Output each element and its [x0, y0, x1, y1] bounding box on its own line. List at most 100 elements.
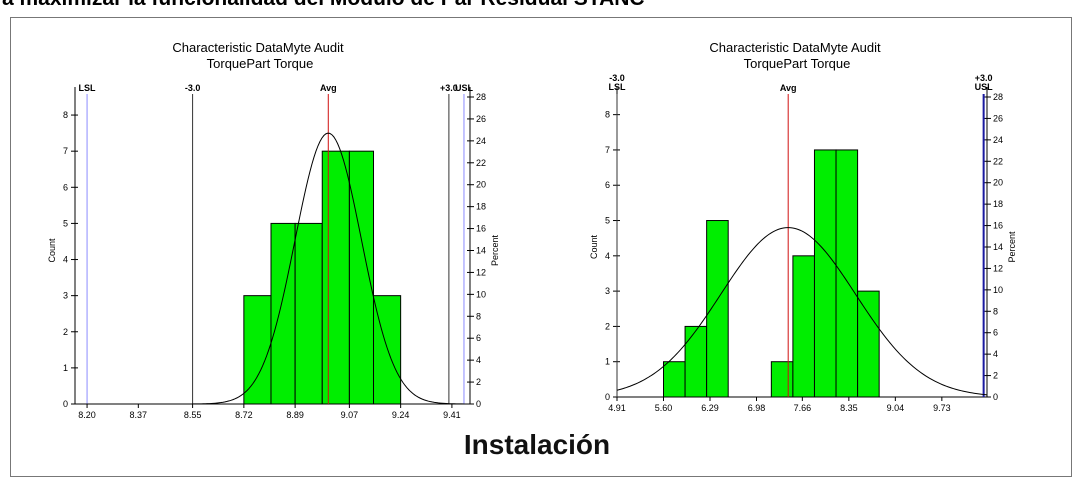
x-tick-label-5: 7.66 — [794, 403, 812, 413]
chart-title: Characteristic DataMyte Audit — [172, 40, 344, 55]
y-tick-label-1: 0 — [605, 392, 610, 402]
y-tick-label-2: 1 — [63, 363, 68, 373]
y-axis-label: Count — [47, 238, 57, 263]
y2-tick-label-6: 10 — [476, 289, 486, 299]
histogram-bar-2 — [684, 325, 708, 398]
ref-label-plus3-usl: +3.0 — [975, 73, 993, 83]
y2-tick-label-8: 14 — [476, 246, 486, 256]
y2-tick-label-4: 6 — [476, 333, 481, 343]
y2-tick-label-11: 20 — [993, 178, 1003, 188]
y2-tick-label-10: 18 — [993, 199, 1003, 209]
x-tick-label-4: 8.72 — [235, 410, 253, 420]
y2-tick-label-10: 18 — [476, 202, 486, 212]
y2-axis-label: Percent — [1007, 231, 1017, 263]
x-tick-label-8: 9.73 — [933, 403, 951, 413]
histogram-bar-9 — [835, 149, 859, 398]
ref-label2-plus3-usl: USL — [975, 82, 994, 92]
y2-tick-label-14: 26 — [476, 114, 486, 124]
x-tick-label-1: 8.20 — [78, 410, 96, 420]
y2-tick-label-2: 2 — [993, 371, 998, 381]
x-tick-label-4: 6.98 — [748, 403, 766, 413]
y-tick-label-4: 3 — [605, 286, 610, 296]
y-tick-label-5: 4 — [605, 251, 610, 261]
x-tick-label-7: 9.24 — [392, 410, 410, 420]
x-tick-label-5: 8.89 — [286, 410, 304, 420]
y2-tick-label-11: 20 — [476, 180, 486, 190]
y2-tick-label-7: 12 — [476, 267, 486, 277]
x-tick-label-2: 5.60 — [655, 403, 673, 413]
ref-label-avg: Avg — [780, 83, 797, 93]
y-tick-label-7: 6 — [605, 180, 610, 190]
y2-tick-label-14: 26 — [993, 113, 1003, 123]
y2-tick-label-6: 10 — [993, 285, 1003, 295]
ref-label-minus3-lsl: -3.0 — [609, 73, 625, 83]
x-tick-label-6: 9.07 — [341, 410, 359, 420]
y-tick-label-3: 2 — [63, 327, 68, 337]
y2-tick-label-1: 0 — [993, 392, 998, 402]
x-tick-label-3: 6.29 — [701, 403, 719, 413]
chart-subtitle: TorquePart Torque — [744, 56, 851, 71]
y2-tick-label-15: 28 — [476, 92, 486, 102]
x-tick-label-7: 9.04 — [887, 403, 905, 413]
chart-title: Characteristic DataMyte Audit — [709, 40, 881, 55]
y2-tick-label-3: 4 — [476, 355, 481, 365]
histogram-bar-6 — [373, 295, 402, 405]
y2-tick-label-8: 14 — [993, 242, 1003, 252]
histogram-bar-3 — [706, 220, 729, 398]
chart-subtitle: TorquePart Torque — [207, 56, 314, 71]
y2-axis-label: Percent — [490, 234, 500, 266]
y-tick-label-7: 6 — [63, 182, 68, 192]
histogram-bar-5 — [348, 150, 375, 405]
histogram-bar-7 — [792, 255, 815, 398]
y-tick-label-8: 7 — [63, 146, 68, 156]
y-tick-label-4: 3 — [63, 291, 68, 301]
y-tick-label-1: 0 — [63, 399, 68, 409]
y-tick-label-6: 5 — [63, 218, 68, 228]
y2-tick-label-13: 24 — [476, 136, 486, 146]
ref-label2-minus3-lsl: LSL — [609, 82, 627, 92]
y-tick-label-9: 8 — [63, 110, 68, 120]
histogram-bar-3 — [294, 222, 323, 405]
x-tick-label-2: 8.37 — [130, 410, 148, 420]
histogram-bar-10 — [857, 290, 880, 398]
normal-curve — [616, 227, 988, 396]
y2-tick-label-2: 2 — [476, 377, 481, 387]
y2-tick-label-12: 22 — [993, 156, 1003, 166]
histogram-chart-left: Characteristic DataMyte AuditTorquePart … — [47, 40, 500, 420]
y-tick-label-6: 5 — [605, 216, 610, 226]
y2-tick-label-7: 12 — [993, 263, 1003, 273]
y2-tick-label-5: 8 — [993, 306, 998, 316]
histogram-bar-1 — [663, 361, 686, 398]
histogram-bar-1 — [243, 295, 272, 405]
normal-curve — [75, 132, 471, 405]
ref-label-usl: USL — [455, 83, 474, 93]
y-tick-label-3: 2 — [605, 321, 610, 331]
x-tick-label-8: 9.41 — [443, 410, 461, 420]
y2-tick-label-15: 28 — [993, 92, 1003, 102]
y-tick-label-5: 4 — [63, 255, 68, 265]
x-tick-label-6: 8.35 — [840, 403, 858, 413]
histogram-bar-6 — [770, 361, 794, 398]
ref-label-minus3: -3.0 — [185, 83, 201, 93]
ref-label-lsl: LSL — [79, 83, 97, 93]
y2-tick-label-9: 16 — [993, 221, 1003, 231]
y2-tick-label-9: 16 — [476, 224, 486, 234]
document-banner-text: a maximizar la funcionalidad del Modulo … — [0, 0, 1074, 11]
y2-tick-label-3: 4 — [993, 349, 998, 359]
y-tick-label-9: 8 — [605, 110, 610, 120]
y2-tick-label-1: 0 — [476, 399, 481, 409]
y2-tick-label-13: 24 — [993, 135, 1003, 145]
histogram-bar-2 — [270, 222, 296, 405]
y2-tick-label-12: 22 — [476, 158, 486, 168]
y-tick-label-2: 1 — [605, 357, 610, 367]
ref-label-plus3: +3.0 — [440, 83, 458, 93]
section-title: Instalación — [463, 429, 611, 460]
y2-tick-label-4: 6 — [993, 328, 998, 338]
y2-tick-label-5: 8 — [476, 311, 481, 321]
histogram-bar-4 — [321, 150, 350, 405]
y-axis-label: Count — [589, 235, 599, 260]
histogram-chart-right: Characteristic DataMyte AuditTorquePart … — [589, 40, 1017, 413]
y-tick-label-8: 7 — [605, 145, 610, 155]
x-tick-label-3: 8.55 — [184, 410, 202, 420]
x-tick-label-1: 4.91 — [608, 403, 626, 413]
